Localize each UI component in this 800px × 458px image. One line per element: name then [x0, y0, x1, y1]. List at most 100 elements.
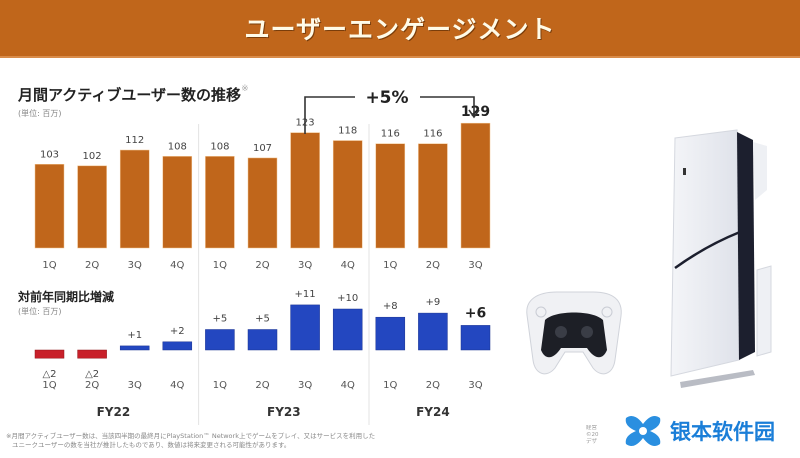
- credit-line-2: ©20: [586, 432, 599, 438]
- mau-quarter-label: 4Q: [341, 260, 355, 271]
- yoy-positive-bar: [162, 341, 193, 351]
- callout-line-left: [304, 96, 355, 134]
- yoy-positive-bar: [332, 308, 363, 351]
- mau-chart-title: 月間アクティブユーザー数の推移※: [18, 84, 249, 105]
- yoy-value-label: +11: [295, 289, 316, 300]
- console-stand: [680, 370, 755, 388]
- yoy-quarter-label: 1Q: [383, 380, 397, 391]
- yoy-value-label: +5: [213, 314, 228, 325]
- mau-value-label: 103: [40, 149, 59, 160]
- mau-bar: [247, 157, 278, 249]
- mau-value-label: 107: [253, 143, 272, 154]
- mau-quarter-label: 3Q: [128, 260, 142, 271]
- watermark-text: 银本软件园: [670, 420, 775, 444]
- mau-bar: [119, 149, 150, 249]
- yoy-quarter-label: 4Q: [170, 380, 184, 391]
- yoy-positive-bar: [247, 329, 278, 351]
- yoy-value-label: △2: [85, 369, 99, 380]
- footnote-line-2: ユニークユーザーの数を当社が推計したものであり、数値は将来変更される可能性があり…: [12, 441, 291, 449]
- mau-quarter-label: 4Q: [170, 260, 184, 271]
- dpad: [535, 306, 547, 318]
- mau-value-label: 116: [381, 129, 400, 140]
- console-side-plate: [753, 142, 767, 200]
- mau-value-label: 112: [125, 135, 144, 146]
- yoy-quarter-label: 3Q: [128, 380, 142, 391]
- yoy-positive-bar: [418, 312, 448, 351]
- yoy-value-label: +2: [170, 326, 185, 337]
- yoy-quarter-label: 2Q: [255, 380, 269, 391]
- yoy-quarter-label: 3Q: [298, 380, 312, 391]
- yoy-value-label: △2: [42, 369, 56, 380]
- yoy-positive-bar: [375, 316, 406, 351]
- mau-bar: [290, 132, 320, 249]
- yoy-value-label: +1: [127, 330, 142, 341]
- yoy-value-label: +9: [426, 297, 441, 308]
- console-side-plate-lower: [756, 265, 772, 357]
- yoy-positive-bar: [205, 329, 235, 351]
- mau-quarter-label: 2Q: [85, 260, 99, 271]
- mau-unit-label: (単位: 百万): [18, 109, 62, 118]
- mau-bar: [34, 164, 65, 249]
- yoy-quarter-label: 4Q: [341, 380, 355, 391]
- face-buttons: [601, 306, 613, 318]
- growth-callout: +5%: [304, 88, 480, 134]
- mau-bar: [77, 165, 107, 249]
- mau-value-label: 102: [83, 151, 102, 162]
- yoy-quarter-label: 1Q: [42, 380, 56, 391]
- mau-value-label: 116: [423, 129, 442, 140]
- fy-group-label: FY24: [416, 405, 450, 419]
- credit-line-1: 経営: [586, 425, 598, 431]
- mau-quarter-label: 3Q: [298, 260, 312, 271]
- yoy-positive-bar: [290, 304, 320, 351]
- mau-quarter-label: 1Q: [383, 260, 397, 271]
- mau-quarter-label: 1Q: [213, 260, 227, 271]
- right-stick: [581, 326, 593, 338]
- credit-line-3: デザ: [586, 439, 598, 445]
- yoy-quarter-label: 1Q: [213, 380, 227, 391]
- fy-group-label: FY23: [267, 405, 301, 419]
- header-banner: ユーザーエンゲージメント: [0, 0, 800, 58]
- mau-bar: [205, 156, 235, 249]
- yoy-value-label: +6: [465, 305, 486, 321]
- callout-line-right: [420, 96, 475, 116]
- watermark-logo-icon: [625, 416, 661, 446]
- mau-value-label: 108: [168, 141, 187, 152]
- yoy-quarter-label: 2Q: [426, 380, 440, 391]
- yoy-chart-title: 対前年同期比増減: [18, 290, 115, 304]
- mau-quarter-label: 3Q: [468, 260, 482, 271]
- mau-quarter-label: 2Q: [255, 260, 269, 271]
- mau-chart-title-text: 月間アクティブユーザー数の推移: [18, 86, 242, 104]
- mau-bar: [460, 122, 491, 249]
- mau-bar: [332, 140, 363, 249]
- watermark: 银本软件园: [622, 410, 775, 452]
- footnote: ※月間アクティブユーザー数は、当該四半期の最終月にPlayStation™ Ne…: [6, 432, 526, 450]
- yoy-negative-bar: [34, 349, 65, 359]
- yoy-positive-bar: [460, 325, 491, 351]
- mau-value-label: 118: [338, 126, 357, 137]
- yoy-positive-bar: [119, 345, 150, 351]
- left-stick: [555, 326, 567, 338]
- mau-value-label: 108: [210, 141, 229, 152]
- growth-label: +5%: [365, 88, 408, 108]
- controller-center: [541, 312, 607, 358]
- yoy-negative-bar: [77, 349, 107, 359]
- image-credit: 経営 ©20 デザ: [586, 425, 616, 446]
- charts-canvas: 1031Q1022Q1123Q1084Q1081Q1072Q1233Q1184Q…: [34, 104, 491, 425]
- mau-bar: [418, 143, 448, 249]
- yoy-quarter-label: 2Q: [85, 380, 99, 391]
- mau-bar: [375, 143, 406, 249]
- page-title: ユーザーエンゲージメント: [244, 15, 556, 44]
- mau-value-label: 129: [461, 104, 490, 120]
- yoy-value-label: +10: [337, 293, 358, 304]
- yoy-unit-label: (単位: 百万): [18, 307, 62, 316]
- yoy-value-label: +8: [383, 301, 398, 312]
- console-seam: [674, 230, 741, 270]
- console-logo: [683, 168, 686, 175]
- yoy-value-label: +5: [255, 314, 270, 325]
- callout-arrow-head: [468, 109, 480, 119]
- mau-quarter-label: 2Q: [426, 260, 440, 271]
- fy-group-label: FY22: [97, 405, 131, 419]
- console-body: [670, 129, 740, 377]
- yoy-quarter-label: 3Q: [468, 380, 482, 391]
- mau-bar: [162, 156, 193, 249]
